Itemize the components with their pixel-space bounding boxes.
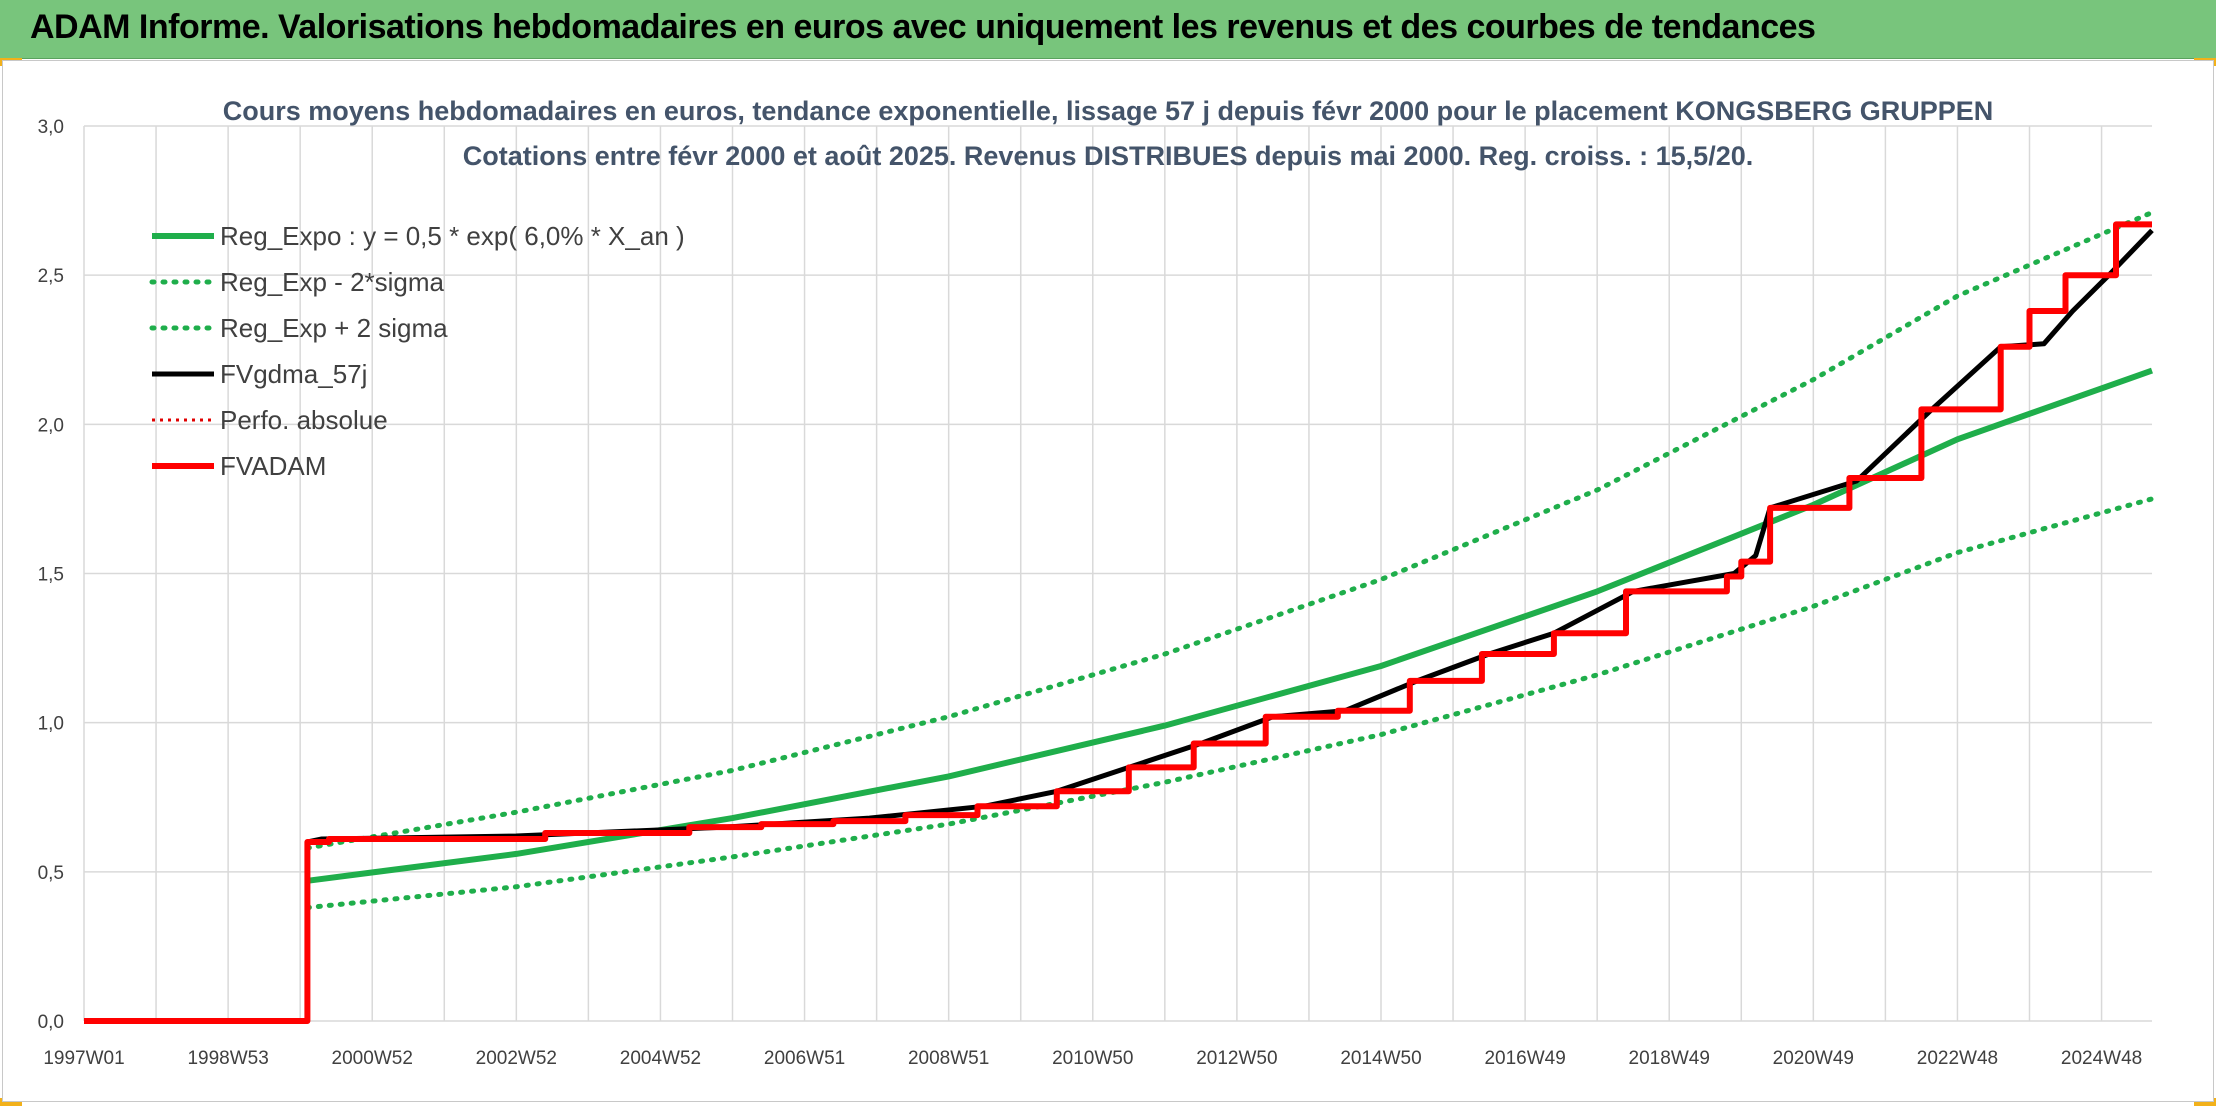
y-tick-label: 1,0	[38, 714, 64, 735]
y-tick-label: 2,0	[38, 415, 64, 436]
report-title: ADAM Informe. Valorisations hebdomadaire…	[30, 8, 1816, 46]
y-tick-label: 3,0	[38, 117, 64, 138]
gridlines	[83, 125, 2152, 1022]
legend-label: Reg_Expo : y = 0,5 * exp( 6,0% * X_an )	[220, 221, 685, 251]
y-tick-label: 0,0	[38, 1012, 64, 1033]
x-tick-label: 2004W52	[620, 1048, 701, 1069]
legend: Reg_Expo : y = 0,5 * exp( 6,0% * X_an ) R…	[149, 221, 685, 481]
x-tick-label: 1997W01	[43, 1048, 124, 1069]
header-banner: ADAM Informe. Valorisations hebdomadaire…	[0, 0, 2216, 59]
legend-label: Reg_Exp - 2*sigma	[220, 267, 445, 297]
series-line-4	[84, 228, 2154, 1024]
x-tick-label: 2012W50	[1196, 1048, 1277, 1069]
corner-marker-bottom-left	[0, 1098, 22, 1106]
x-tick-label: 2014W50	[1340, 1048, 1421, 1069]
series-line-2	[304, 496, 2155, 911]
x-tick-label: 2002W52	[476, 1048, 557, 1069]
x-tick-label: 2006W51	[764, 1048, 845, 1069]
series-lines	[84, 210, 2155, 1024]
chart-subtitle: Cotations entre févr 2000 et août 2025. …	[463, 141, 1754, 171]
chart-frame	[2, 60, 2214, 1102]
legend-label: Perfo. absolue	[220, 405, 388, 435]
chart-title: Cours moyens hebdomadaires en euros, ten…	[223, 96, 1994, 126]
x-tick-label: 2018W49	[1629, 1048, 1710, 1069]
legend-label: FVADAM	[220, 451, 326, 481]
x-axis-ticks: 1997W01 1998W53 2000W52 2002W52 2004W52 2006W…	[43, 1048, 2142, 1069]
y-axis-ticks: 0,0 0,5 1,0 1,5 2,0 2,5 3,0	[38, 117, 64, 1033]
y-tick-label: 2,5	[38, 266, 64, 287]
y-tick-label: 1,5	[38, 565, 64, 586]
series-line-1	[307, 367, 2153, 884]
x-tick-label: 2008W51	[908, 1048, 989, 1069]
legend-label: FVgdma_57j	[220, 359, 367, 389]
series-line-5	[84, 221, 2152, 1024]
x-tick-label: 2022W48	[1917, 1048, 1998, 1069]
x-tick-label: 2020W49	[1773, 1048, 1854, 1069]
x-tick-label: 2016W49	[1484, 1048, 1565, 1069]
x-tick-label: 2000W52	[332, 1048, 413, 1069]
series-line-3	[304, 210, 2155, 851]
legend-label: Reg_Exp + 2 sigma	[220, 313, 448, 343]
corner-marker-bottom-right	[2194, 1098, 2216, 1106]
x-tick-label: 1998W53	[187, 1048, 268, 1069]
y-tick-label: 0,5	[38, 863, 64, 884]
x-tick-label: 2010W50	[1052, 1048, 1133, 1069]
x-tick-label: 2024W48	[2061, 1048, 2142, 1069]
